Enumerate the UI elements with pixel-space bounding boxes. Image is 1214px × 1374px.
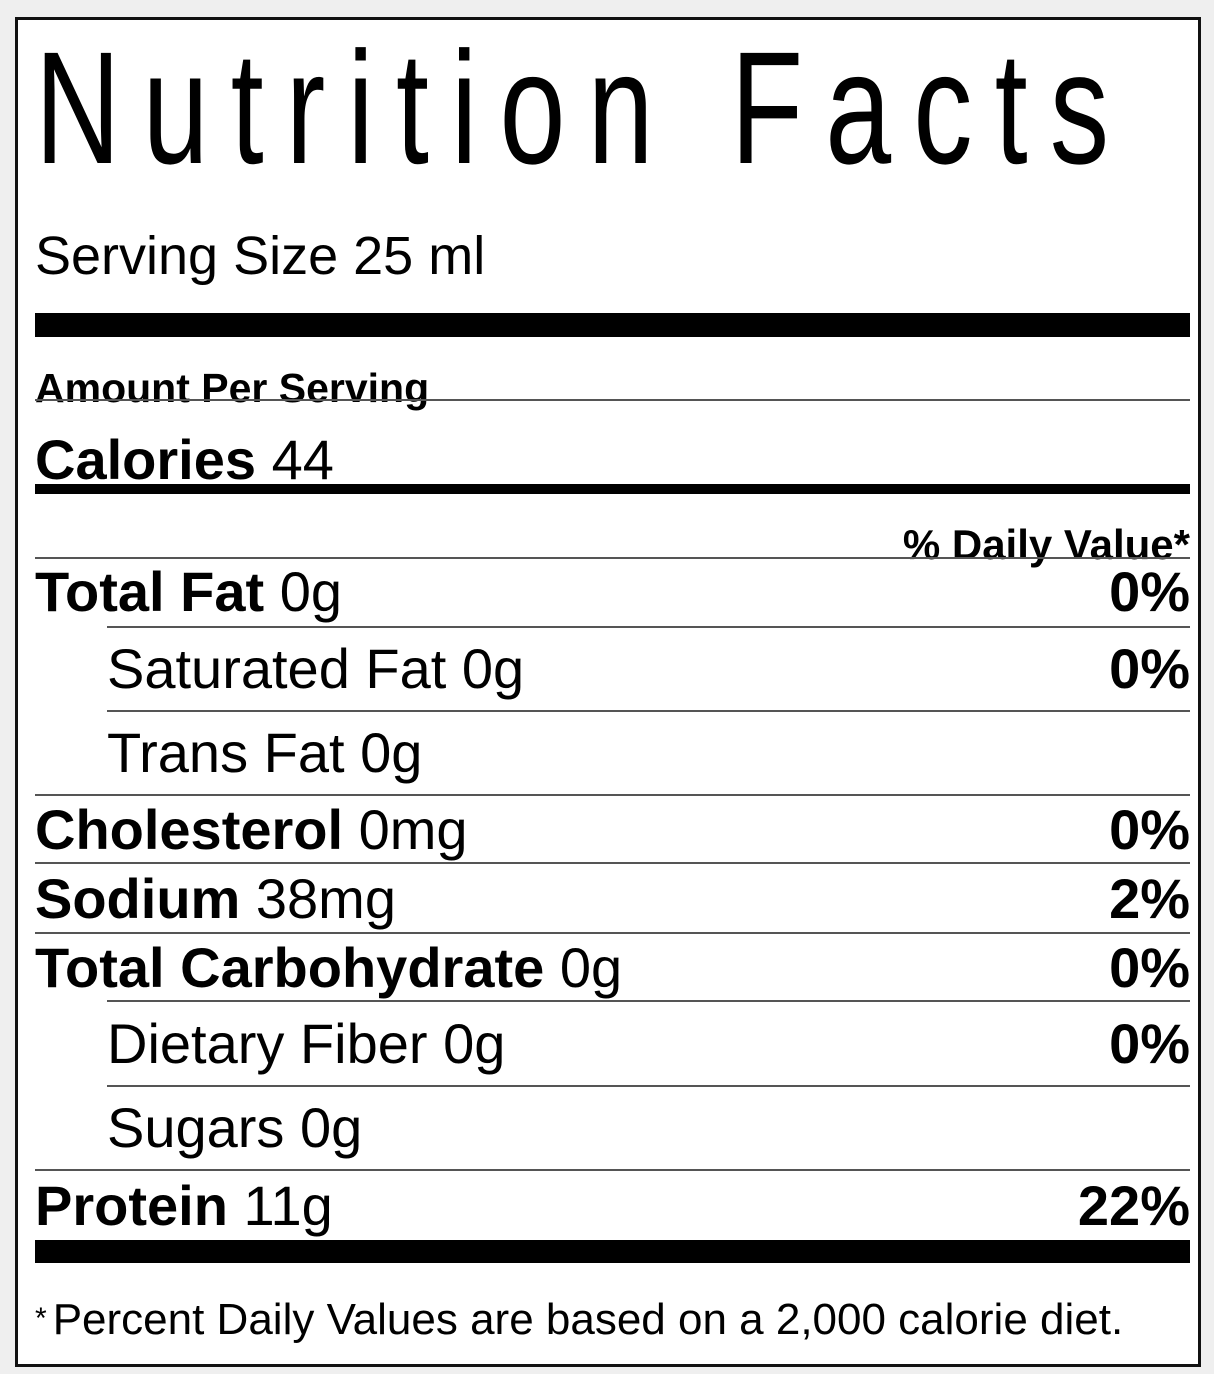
nutrient-amount: 38mg bbox=[255, 867, 396, 930]
nutrient-percent: 0% bbox=[1109, 1012, 1190, 1075]
amount-per-serving: Amount Per Serving bbox=[35, 365, 430, 411]
nutrient-percent: 0% bbox=[1109, 560, 1190, 623]
nutrient-row-cholesterol: Cholesterol 0mg 0% bbox=[35, 798, 1190, 862]
divider bbox=[107, 1000, 1190, 1002]
nutrient-label: Total Carbohydrate bbox=[35, 936, 545, 999]
calories-label: Calories bbox=[35, 428, 256, 491]
nutrient-row-total-carbohydrate: Total Carbohydrate 0g 0% bbox=[35, 936, 1190, 1000]
nutrient-row-saturated-fat: Saturated Fat 0g 0% bbox=[35, 637, 1190, 701]
nutrient-percent: 0% bbox=[1109, 798, 1190, 861]
nutrient-row-sodium: Sodium 38mg 2% bbox=[35, 867, 1190, 931]
nutrient-percent: 0% bbox=[1109, 936, 1190, 999]
medium-divider bbox=[35, 484, 1190, 494]
nutrient-amount: 0g bbox=[279, 560, 343, 623]
nutrient-label: Trans Fat bbox=[107, 721, 345, 784]
divider bbox=[107, 1085, 1190, 1087]
nutrient-row-sugars: Sugars 0g bbox=[35, 1096, 1190, 1160]
nutrient-amount: 0g bbox=[559, 936, 623, 999]
nutrient-row-trans-fat: Trans Fat 0g bbox=[35, 721, 1190, 785]
nutrient-label: Saturated Fat bbox=[107, 637, 447, 700]
footnote-text: Percent Daily Values are based on a 2,00… bbox=[52, 1295, 1124, 1344]
nutrient-percent: 22% bbox=[1077, 1174, 1190, 1237]
footnote: * Percent Daily Values are based on a 2,0… bbox=[35, 1292, 1123, 1347]
nutrient-percent: 2% bbox=[1109, 867, 1190, 930]
nutrient-row-dietary-fiber: Dietary Fiber 0g 0% bbox=[35, 1012, 1190, 1076]
nutrition-label: Nutrition Facts Serving Size 25 ml Amoun… bbox=[15, 17, 1201, 1367]
divider bbox=[35, 1169, 1190, 1171]
daily-value-header: % Daily Value* bbox=[902, 521, 1190, 568]
divider bbox=[35, 862, 1190, 864]
nutrient-amount: 0g bbox=[461, 637, 525, 700]
calories-row: Calories 44 bbox=[35, 428, 334, 492]
nutrient-label: Sugars bbox=[107, 1096, 285, 1159]
nutrient-amount: 0mg bbox=[358, 798, 468, 861]
divider bbox=[35, 557, 1190, 559]
calories-value: 44 bbox=[271, 428, 334, 491]
thick-divider bbox=[35, 1240, 1190, 1263]
nutrient-amount: 11g bbox=[243, 1174, 333, 1237]
nutrient-label: Protein bbox=[35, 1174, 228, 1237]
nutrient-amount: 0g bbox=[360, 721, 423, 784]
label-title: Nutrition Facts bbox=[35, 18, 1132, 197]
nutrient-amount: 0g bbox=[300, 1096, 363, 1159]
thick-divider bbox=[35, 313, 1190, 337]
divider bbox=[35, 932, 1190, 934]
nutrient-row-protein: Protein 11g 22% bbox=[35, 1174, 1190, 1238]
nutrient-amount: 0g bbox=[443, 1012, 506, 1075]
nutrient-percent: 0% bbox=[1109, 637, 1190, 700]
nutrient-label: Sodium bbox=[35, 867, 241, 930]
divider bbox=[35, 794, 1190, 796]
nutrient-label: Cholesterol bbox=[35, 798, 344, 861]
divider bbox=[107, 710, 1190, 712]
nutrient-label: Total Fat bbox=[35, 560, 265, 623]
nutrient-row-total-fat: Total Fat 0g 0% bbox=[35, 560, 1190, 624]
nutrient-label: Dietary Fiber bbox=[107, 1012, 428, 1075]
divider bbox=[35, 399, 1190, 401]
divider bbox=[107, 626, 1190, 628]
serving-size: Serving Size 25 ml bbox=[35, 226, 486, 286]
footnote-asterisk: * bbox=[35, 1302, 47, 1335]
